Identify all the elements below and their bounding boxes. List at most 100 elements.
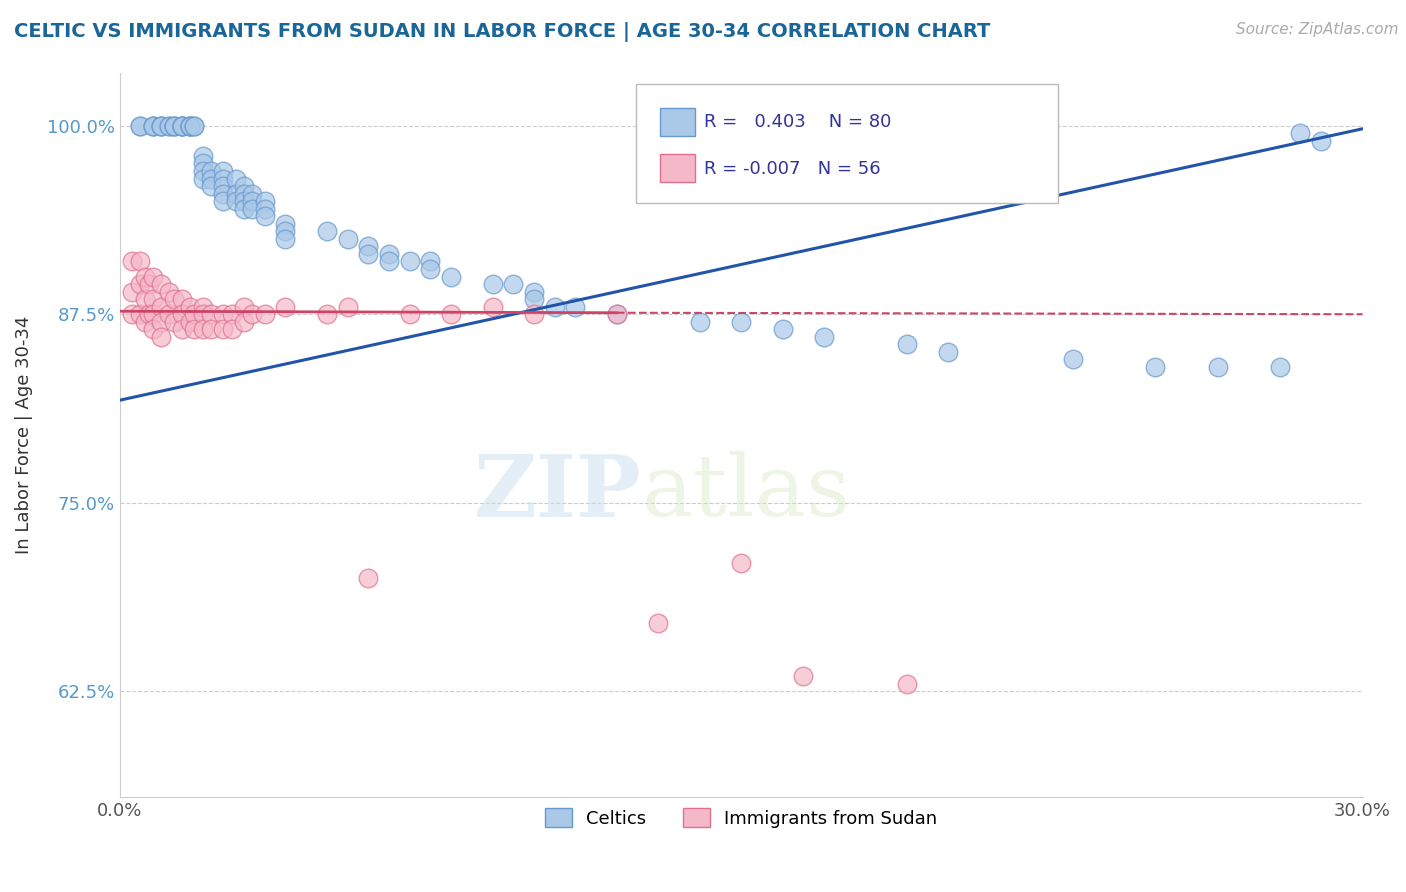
Point: [212, 322, 235, 336]
Text: Source: ZipAtlas.com: Source: ZipAtlas.com: [1236, 22, 1399, 37]
Point: [179, 119, 201, 133]
Point: [200, 307, 222, 321]
Point: [162, 292, 184, 306]
Point: [253, 209, 276, 223]
Point: [134, 292, 156, 306]
Point: [170, 322, 193, 336]
Point: [440, 269, 463, 284]
Point: [121, 254, 143, 268]
Point: [150, 315, 173, 329]
Point: [162, 315, 184, 329]
Point: [398, 307, 420, 321]
Point: [225, 194, 247, 209]
Point: [191, 171, 214, 186]
Point: [689, 315, 711, 329]
Point: [813, 330, 835, 344]
Point: [419, 262, 441, 277]
Point: [183, 322, 205, 336]
Point: [142, 322, 165, 336]
Text: R =   0.403    N = 80: R = 0.403 N = 80: [704, 113, 891, 131]
Point: [191, 156, 214, 170]
Point: [142, 119, 165, 133]
Point: [212, 307, 235, 321]
Point: [183, 307, 205, 321]
Point: [212, 164, 235, 178]
Point: [129, 119, 152, 133]
Point: [134, 315, 156, 329]
Point: [1310, 134, 1333, 148]
Point: [129, 254, 152, 268]
Point: [191, 307, 214, 321]
Point: [378, 254, 401, 268]
Point: [481, 300, 503, 314]
Point: [240, 307, 263, 321]
Point: [159, 307, 181, 321]
Point: [212, 186, 235, 201]
Point: [1144, 359, 1167, 374]
Point: [170, 307, 193, 321]
Point: [225, 171, 247, 186]
Point: [134, 269, 156, 284]
Point: [233, 300, 256, 314]
Point: [1206, 359, 1229, 374]
Point: [200, 164, 222, 178]
Point: [315, 224, 337, 238]
Point: [179, 300, 201, 314]
Point: [170, 292, 193, 306]
Point: [138, 307, 160, 321]
Point: [502, 277, 524, 291]
Point: [730, 315, 752, 329]
Legend: Celtics, Immigrants from Sudan: Celtics, Immigrants from Sudan: [537, 801, 945, 835]
Point: [162, 119, 184, 133]
Point: [647, 616, 669, 631]
Point: [233, 194, 256, 209]
Point: [233, 179, 256, 194]
Point: [129, 277, 152, 291]
Point: [523, 307, 546, 321]
Point: [142, 119, 165, 133]
Point: [150, 330, 173, 344]
Point: [730, 556, 752, 570]
Point: [159, 119, 181, 133]
Point: [606, 307, 628, 321]
Point: [150, 119, 173, 133]
Point: [357, 247, 380, 261]
FancyBboxPatch shape: [661, 109, 695, 136]
Point: [138, 277, 160, 291]
Point: [336, 300, 359, 314]
Point: [191, 300, 214, 314]
Point: [544, 300, 567, 314]
Point: [440, 307, 463, 321]
Point: [150, 300, 173, 314]
Point: [221, 322, 243, 336]
Point: [159, 119, 181, 133]
FancyBboxPatch shape: [636, 84, 1059, 203]
Point: [523, 285, 546, 299]
Point: [315, 307, 337, 321]
Point: [179, 119, 201, 133]
Point: [200, 322, 222, 336]
Point: [336, 232, 359, 246]
Point: [212, 194, 235, 209]
Point: [606, 307, 628, 321]
Point: [240, 202, 263, 216]
Point: [170, 119, 193, 133]
Point: [772, 322, 794, 336]
Point: [274, 232, 297, 246]
Point: [274, 217, 297, 231]
Point: [142, 269, 165, 284]
Point: [240, 194, 263, 209]
Point: [253, 307, 276, 321]
Point: [129, 119, 152, 133]
Point: [240, 186, 263, 201]
Point: [150, 119, 173, 133]
Point: [183, 119, 205, 133]
Point: [200, 171, 222, 186]
Point: [398, 254, 420, 268]
Point: [150, 277, 173, 291]
Point: [1062, 352, 1084, 367]
Point: [162, 119, 184, 133]
Point: [121, 307, 143, 321]
Point: [142, 292, 165, 306]
Y-axis label: In Labor Force | Age 30-34: In Labor Force | Age 30-34: [15, 316, 32, 554]
